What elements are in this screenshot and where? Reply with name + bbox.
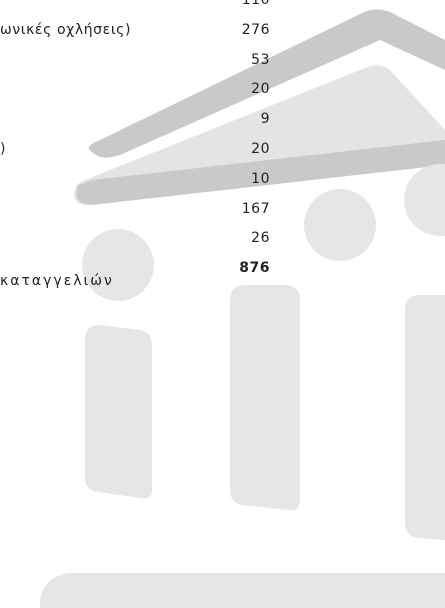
circle [82, 229, 154, 301]
value: 9 [260, 111, 270, 128]
value: 20 [251, 81, 270, 98]
roof-beam [76, 140, 445, 205]
circle [304, 189, 376, 261]
footer-text: καταγγελιών [0, 273, 114, 289]
circle [404, 164, 445, 236]
value: 167 [241, 200, 270, 217]
value: 26 [251, 230, 270, 247]
pillar [230, 285, 300, 511]
roof-top [88, 9, 445, 158]
label: ) [0, 141, 7, 157]
label: ωνικές οχλήσεις) [0, 21, 132, 38]
pillar [405, 295, 445, 540]
value: 276 [241, 21, 270, 38]
base [40, 573, 445, 608]
value: 53 [251, 51, 270, 68]
value: 10 [251, 170, 270, 187]
value: 876 [239, 260, 270, 277]
pillar [85, 325, 152, 499]
value: 20 [251, 141, 270, 157]
value: 110 [241, 0, 270, 8]
